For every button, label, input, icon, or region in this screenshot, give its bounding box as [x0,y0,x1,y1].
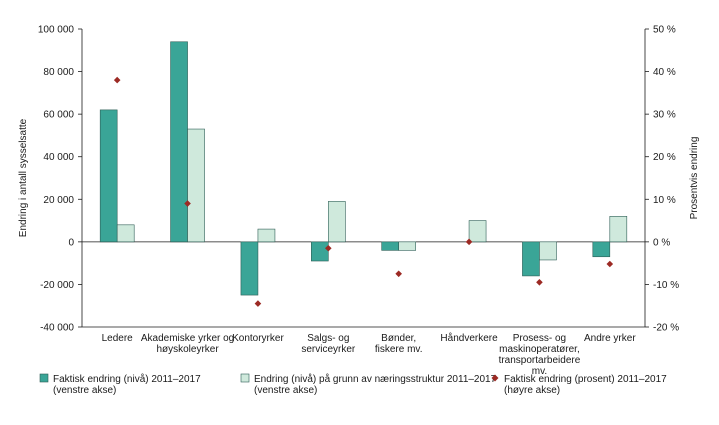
category-label: høyskoleyrker [156,344,219,355]
bar-actual-change [240,241,259,296]
legend-label: Endring (nivå) på grunn av næringsstrukt… [254,373,497,385]
left-axis-title: Endring i antall sysselsatte [18,118,29,237]
category-label: transportarbeidere [499,355,581,366]
category-label: Salgs- og [307,333,349,344]
bar-structural-change [116,224,135,243]
left-tick-label: 80 000 [43,67,74,78]
legend-swatch [491,374,499,382]
bar-actual-change [592,241,611,258]
bar-structural-change [609,216,628,243]
marker-percent-change [113,76,121,84]
right-tick-label: 20 % [653,152,676,163]
left-tick-label: -40 000 [40,323,74,334]
bar-actual-change [381,241,399,251]
legend-swatch [240,373,250,383]
marker-percent-change [606,260,614,268]
right-tick-label: 50 % [653,25,676,36]
right-tick-label: 0 % [653,237,670,248]
left-tick-label: -20 000 [40,280,74,291]
right-tick-label: 40 % [653,67,676,78]
marker-percent-change [254,300,262,307]
category-label: maskinoperatører, [499,344,580,355]
marker-percent-change [325,244,332,252]
left-tick-label: 60 000 [43,110,74,121]
bar-structural-change [328,201,346,243]
category-label: Ledere [102,333,134,344]
bar-actual-change [311,241,329,262]
left-axis-ticks: -40 000 -20 000 0 20 000 40 000 60 000 80 000 1… [38,25,82,334]
right-tick-label: -20 % [653,323,679,334]
legend-label: (venstre akse) [53,385,116,396]
left-tick-label: 0 [68,237,74,248]
category-label: serviceyrker [301,344,356,355]
left-tick-label: 40 000 [43,152,74,163]
bar-structural-change [468,220,487,243]
bar-actual-change [99,109,118,243]
marker-percent-change [395,270,402,278]
left-tick-label: 100 000 [38,25,75,36]
category-label: Akademiske yrker og [141,333,234,344]
category-label: fiskere mv. [375,344,423,355]
right-axis-ticks: -20 % -10 % 0 % 10 % 20 % 30 % 40 % 50 % [645,25,679,334]
legend-label: (venstre akse) [254,385,317,396]
category-label: Håndverkere [440,332,498,344]
right-axis-title: Prosentvis endring [689,137,700,220]
bar-structural-change [539,241,557,261]
right-tick-label: 10 % [653,195,676,206]
legend-label: (høyre akse) [504,385,560,396]
category-label: Bønder, [381,333,416,344]
marker-percent-change [536,279,543,286]
category-label: mv. [532,366,547,377]
bar-actual-change [522,241,540,277]
right-tick-label: -10 % [653,280,679,291]
marker-percent-change [184,200,191,207]
bar-structural-change [398,241,416,251]
marker-percent-change [465,238,473,246]
legend: Faktisk endring (nivå) 2011–2017(venstre… [39,373,667,396]
legend-swatch [39,373,49,383]
bar-structural-change [187,128,205,243]
legend-label: Faktisk endring (nivå) 2011–2017 [53,373,201,385]
category-label: Andre yrker [584,333,636,344]
bar-structural-change [257,228,276,243]
left-tick-label: 20 000 [43,195,74,206]
category-label: Kontoryrker [232,333,284,344]
right-tick-label: 30 % [653,110,676,121]
bar-actual-change [170,41,188,243]
legend-label: Faktisk endring (prosent) 2011–2017 [504,374,667,385]
category-label: Prosess- og [513,333,566,344]
markers [113,76,614,307]
bars [99,41,628,296]
